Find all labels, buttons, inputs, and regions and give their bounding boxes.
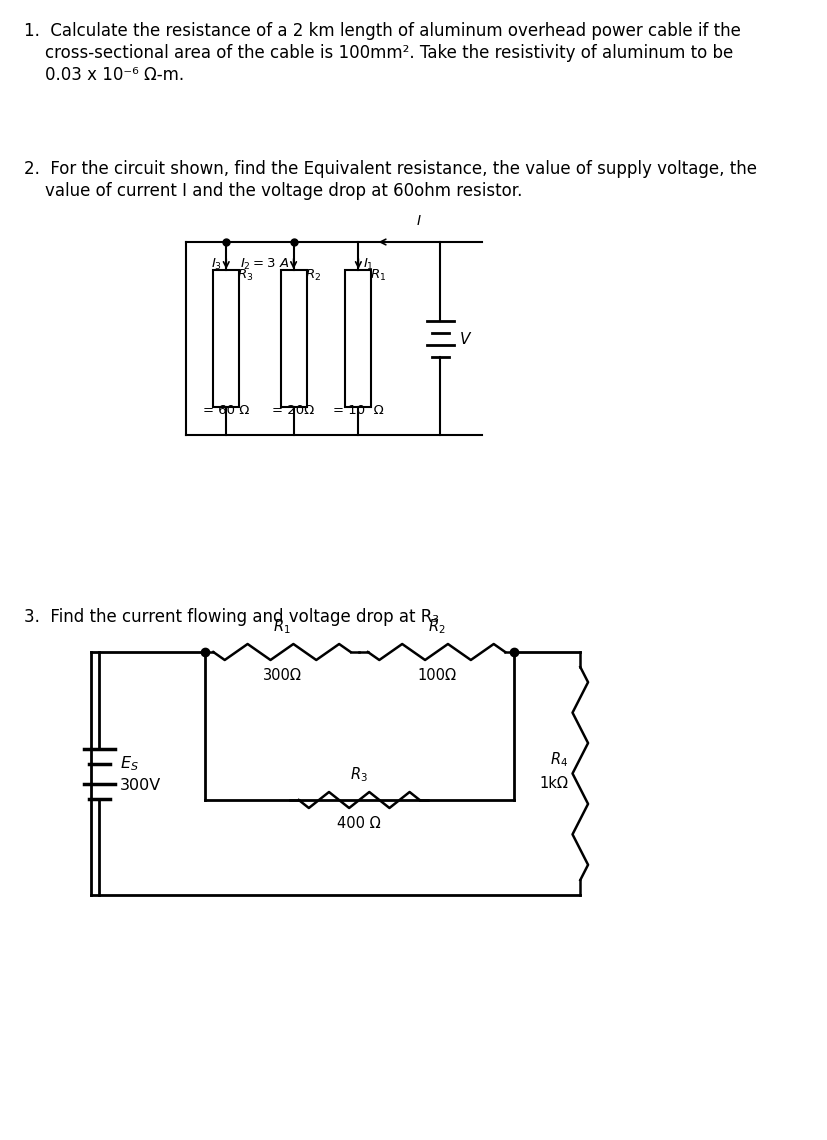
Text: $I_2 = 3$ A: $I_2 = 3$ A <box>240 256 289 271</box>
Text: 1.  Calculate the resistance of a 2 km length of aluminum overhead power cable i: 1. Calculate the resistance of a 2 km le… <box>24 22 740 40</box>
Bar <box>280 270 306 407</box>
Bar <box>345 270 370 407</box>
Text: $R_4$: $R_4$ <box>549 750 567 768</box>
Text: 300Ω: 300Ω <box>262 668 301 683</box>
Text: $R_3$: $R_3$ <box>237 268 254 283</box>
Text: $I_1$: $I_1$ <box>362 256 373 271</box>
Text: 3.  Find the current flowing and voltage drop at R₃: 3. Find the current flowing and voltage … <box>24 608 438 626</box>
Text: $I$: $I$ <box>415 214 421 228</box>
Text: $R_3$: $R_3$ <box>350 765 368 784</box>
Bar <box>213 270 239 407</box>
Text: value of current I and the voltage drop at 60ohm resistor.: value of current I and the voltage drop … <box>24 182 522 200</box>
Text: = 10  Ω: = 10 Ω <box>332 404 383 417</box>
Text: = 60 Ω: = 60 Ω <box>203 404 249 417</box>
Text: $R_1$: $R_1$ <box>369 268 385 283</box>
Text: 1kΩ: 1kΩ <box>538 776 567 791</box>
Text: 0.03 x 10⁻⁶ Ω-m.: 0.03 x 10⁻⁶ Ω-m. <box>24 66 184 84</box>
Text: cross-sectional area of the cable is 100mm². Take the resistivity of aluminum to: cross-sectional area of the cable is 100… <box>24 44 733 62</box>
Text: = 20Ω: = 20Ω <box>272 404 314 417</box>
Text: $E_S$: $E_S$ <box>120 755 139 773</box>
Text: $R_2$: $R_2$ <box>304 268 321 283</box>
Text: $V$: $V$ <box>458 331 471 347</box>
Text: 300V: 300V <box>120 777 161 793</box>
Text: 400 Ω: 400 Ω <box>337 816 380 831</box>
Text: $R_1$: $R_1$ <box>273 617 290 636</box>
Text: 100Ω: 100Ω <box>417 668 456 683</box>
Text: 2.  For the circuit shown, find the Equivalent resistance, the value of supply v: 2. For the circuit shown, find the Equiv… <box>24 160 756 178</box>
Text: $I_3$: $I_3$ <box>211 256 222 271</box>
Text: $R_2$: $R_2$ <box>428 617 445 636</box>
